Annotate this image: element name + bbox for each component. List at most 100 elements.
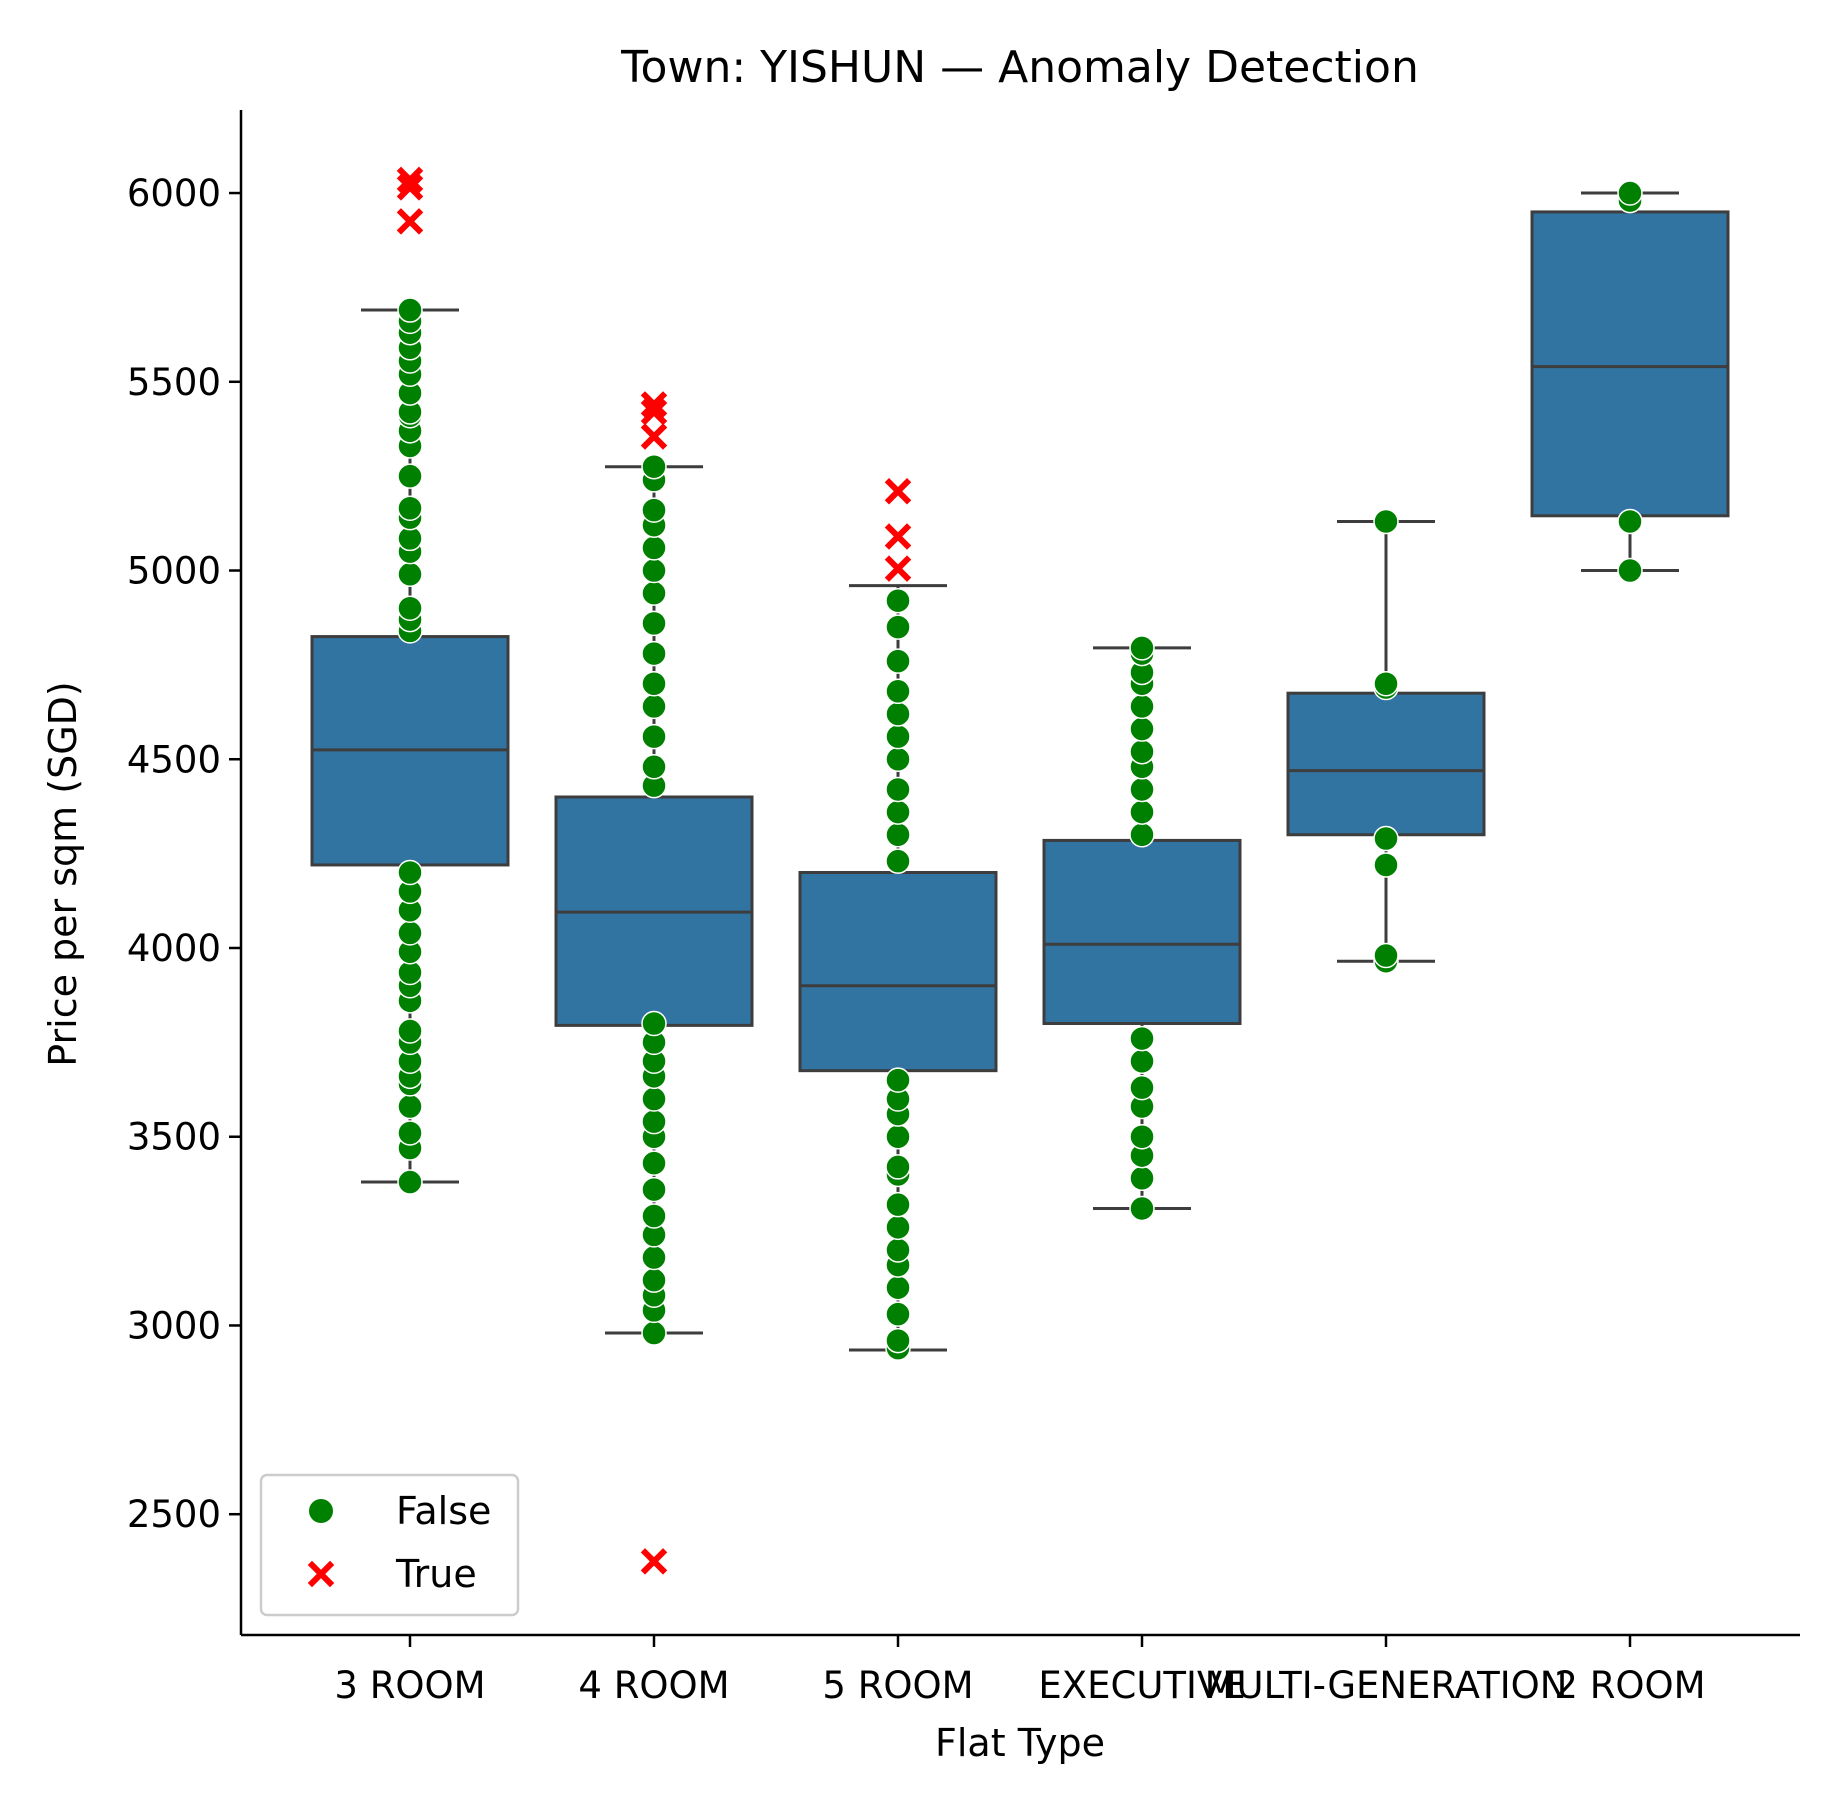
point-normal	[1129, 1165, 1155, 1192]
point-anomaly	[640, 423, 668, 450]
y-tick-label: 3500	[127, 1116, 221, 1159]
box-0	[310, 308, 510, 1184]
point-normal	[641, 1010, 667, 1037]
box-4	[1286, 519, 1486, 963]
point-normal	[641, 535, 667, 561]
point-normal	[1373, 852, 1399, 878]
point-normal	[397, 297, 423, 323]
point-normal	[397, 920, 423, 946]
point-normal	[1129, 799, 1155, 825]
point-normal	[397, 1120, 423, 1146]
point-normal	[1129, 635, 1155, 661]
point-normal	[641, 610, 667, 637]
point-normal	[1129, 1025, 1155, 1052]
point-anomaly	[640, 398, 668, 426]
box-iqr	[1530, 210, 1730, 518]
point-normal	[1617, 180, 1643, 206]
point-normal	[641, 1267, 667, 1293]
point-normal	[885, 614, 911, 640]
point-normal	[641, 557, 667, 584]
point-normal	[641, 1244, 667, 1271]
point-normal	[641, 1150, 667, 1176]
point-normal	[885, 723, 911, 750]
point-normal	[641, 754, 667, 780]
point-normal	[1617, 557, 1643, 584]
point-anomaly	[396, 174, 424, 201]
point-normal	[641, 580, 667, 606]
box-iqr	[798, 871, 998, 1073]
point-normal	[885, 648, 911, 674]
point-normal	[1373, 825, 1399, 852]
point-normal	[885, 1123, 911, 1150]
cross-stroke	[640, 1548, 668, 1575]
point-normal	[397, 1018, 423, 1044]
point-normal	[885, 1237, 911, 1263]
point-normal	[885, 1301, 911, 1327]
point-anomaly	[640, 1548, 668, 1575]
point-anomaly	[640, 391, 668, 418]
y-tick-label: 4000	[127, 927, 221, 970]
point-anomaly	[884, 478, 912, 505]
box-iqr	[1286, 691, 1486, 837]
point-normal	[641, 640, 667, 667]
cross-stroke	[396, 166, 424, 194]
point-normal	[641, 497, 667, 523]
point-normal	[885, 848, 911, 874]
chart-title: Town: YISHUN — Anomaly Detection	[620, 42, 1419, 93]
y-tick-label: 5000	[127, 550, 221, 593]
y-tick-label: 2500	[127, 1493, 221, 1536]
cross-stroke	[640, 391, 668, 418]
point-normal	[885, 701, 911, 727]
x-tick-label: MULTI-GENERATION	[1205, 1664, 1568, 1707]
point-normal	[1129, 1195, 1155, 1222]
point-normal	[885, 746, 911, 773]
point-normal	[1373, 942, 1399, 969]
x-axis-label: Flat Type	[935, 1721, 1105, 1765]
point-normal	[1129, 822, 1155, 848]
point-normal	[1129, 716, 1155, 742]
point-normal	[1617, 508, 1643, 535]
y-axis-label: Price per sqm (SGD)	[41, 681, 85, 1066]
point-normal	[1373, 508, 1399, 535]
box-2	[798, 584, 998, 1352]
point-normal	[885, 587, 911, 614]
point-normal	[397, 1169, 423, 1195]
point-normal	[885, 822, 911, 848]
point-normal	[1129, 1048, 1155, 1074]
point-normal	[885, 1214, 911, 1241]
point-normal	[885, 799, 911, 825]
x-tick-label: 2 ROOM	[1554, 1664, 1705, 1707]
point-normal	[397, 859, 423, 886]
point-normal	[397, 463, 423, 489]
point-normal	[1129, 776, 1155, 803]
point-normal	[885, 678, 911, 705]
point-normal	[641, 1320, 667, 1346]
point-anomaly	[396, 166, 424, 194]
legend: False True	[259, 1473, 520, 1617]
legend-circle-icon	[309, 1499, 333, 1523]
y-tick-label: 4500	[127, 738, 221, 781]
point-normal	[397, 561, 423, 588]
point-normal	[641, 1108, 667, 1135]
cross-stroke	[640, 423, 668, 450]
point-normal	[641, 1176, 667, 1203]
cross-stroke	[884, 555, 912, 582]
point-normal	[885, 1327, 911, 1354]
legend-label-false: False	[396, 1489, 491, 1533]
point-normal	[885, 776, 911, 803]
point-normal	[641, 453, 667, 480]
point-anomaly	[396, 208, 424, 235]
x-tick-label: EXECUTIVE	[1038, 1664, 1245, 1707]
cross-stroke	[640, 398, 668, 426]
point-normal	[397, 595, 423, 622]
cross-stroke	[884, 478, 912, 505]
point-normal	[1129, 693, 1155, 720]
cross-stroke	[396, 174, 424, 201]
point-normal	[885, 1274, 911, 1301]
point-normal	[641, 671, 667, 697]
legend-cross-icon	[307, 1560, 335, 1588]
point-normal	[641, 1086, 667, 1112]
cross-stroke	[396, 208, 424, 235]
x-tick-label: 4 ROOM	[578, 1664, 729, 1707]
